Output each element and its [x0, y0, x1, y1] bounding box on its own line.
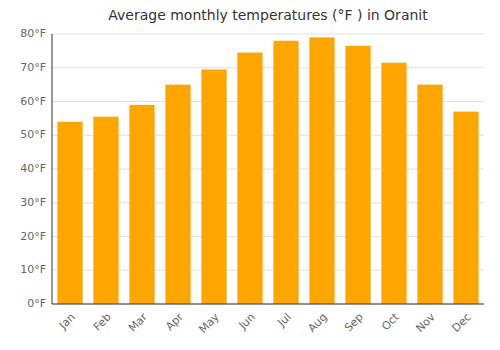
x-tick-label: Oct — [379, 310, 402, 333]
x-tick-label: Sep — [342, 311, 366, 335]
y-tick-label: 0°F — [27, 297, 46, 310]
grid-line — [52, 34, 484, 35]
x-tick-label: Dec — [450, 311, 474, 335]
bar — [57, 122, 82, 304]
y-tick-label: 10°F — [20, 263, 46, 276]
y-tick-label: 60°F — [20, 95, 46, 108]
bar — [273, 41, 298, 304]
x-tick-label: Jul — [274, 311, 293, 330]
y-tick-label: 20°F — [20, 230, 46, 243]
bar — [201, 69, 226, 304]
bar — [93, 117, 118, 304]
grid — [52, 34, 484, 304]
bar — [165, 85, 190, 304]
grid-line — [52, 67, 484, 68]
x-axis: Jan Feb Mar Apr May Jun Jul Aug Sep Oct Nov Dec — [56, 310, 474, 336]
title: Average monthly temperatures (°F ) in Or… — [108, 7, 428, 23]
x-tick-label: May — [196, 310, 222, 336]
x-tick-label: Nov — [413, 310, 438, 335]
grid-line — [52, 304, 484, 305]
chart-svg: 0°F 10°F 20°F 30°F 40°F 50°F 60°F 70°F 80°F Jan Fe… — [0, 0, 500, 350]
x-tick-label: Jun — [236, 311, 258, 333]
y-tick-label: 80°F — [20, 27, 46, 40]
y-tick-label: 50°F — [20, 128, 46, 141]
y-tick-label: 30°F — [20, 196, 46, 209]
bar — [453, 112, 478, 304]
x-tick-label: Apr — [163, 310, 186, 333]
x-axis-line — [52, 304, 484, 305]
y-tick-label: 40°F — [20, 162, 46, 175]
y-tick-label: 70°F — [20, 61, 46, 74]
chart-container: 0°F 10°F 20°F 30°F 40°F 50°F 60°F 70°F 80°F Jan Fe… — [0, 0, 500, 350]
bar — [381, 63, 406, 304]
y-axis-line — [52, 34, 53, 304]
bar — [345, 46, 370, 304]
x-tick-label: Aug — [305, 311, 329, 335]
x-tick-label: Jan — [56, 311, 78, 333]
bar — [417, 85, 442, 304]
y-axis: 0°F 10°F 20°F 30°F 40°F 50°F 60°F 70°F 80°F — [20, 27, 46, 310]
x-tick-label: Mar — [126, 310, 150, 334]
bar — [129, 105, 154, 304]
x-tick-label: Feb — [91, 311, 114, 334]
bar — [309, 37, 334, 304]
bars — [57, 37, 478, 304]
bar — [237, 53, 262, 304]
